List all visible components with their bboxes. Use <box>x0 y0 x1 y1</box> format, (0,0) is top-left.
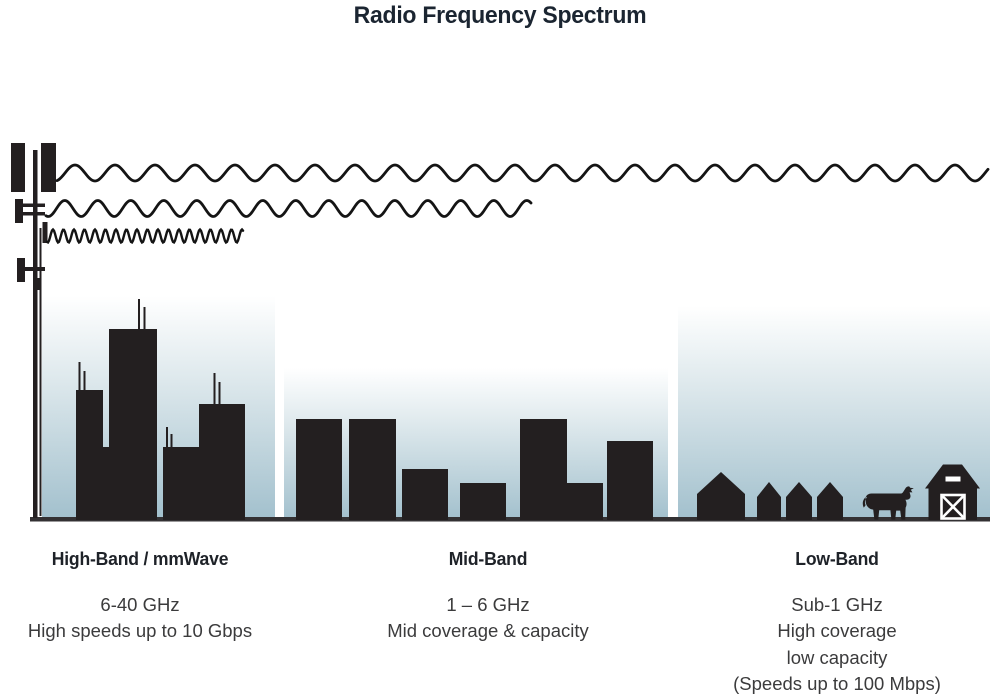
low-band-description: High coverage <box>777 620 897 642</box>
high-band-heading: High-Band / mmWave <box>51 548 229 569</box>
mid-band-frequency: 1 – 6 GHz <box>446 594 530 615</box>
mid-band-label: Mid-Band 1 – 6 GHz Mid coverage & capaci… <box>358 549 618 645</box>
mid-band-buildings <box>296 419 653 520</box>
house-icon <box>817 482 843 520</box>
house-icon <box>697 472 745 520</box>
low-band-heading: Low-Band <box>795 548 879 569</box>
low-band-speed: (Speeds up to 100 Mbps) <box>733 673 941 695</box>
low-band-wave <box>55 163 990 183</box>
page-title: Radio Frequency Spectrum <box>353 2 647 29</box>
high-band-skyline <box>76 299 245 520</box>
house-icon <box>786 482 812 520</box>
high-band-wave <box>45 227 245 245</box>
low-band-label: Low-Band Sub-1 GHz High coverage low cap… <box>707 549 967 698</box>
high-band-description: High speeds up to 10 Gbps <box>27 620 253 642</box>
low-band-farm <box>697 464 980 520</box>
low-band-description: low capacity <box>786 646 888 668</box>
high-band-frequency: 6-40 GHz <box>100 594 180 615</box>
mid-band-heading: Mid-Band <box>448 548 528 569</box>
low-band-frequency: Sub-1 GHz <box>791 594 883 615</box>
high-band-label: High-Band / mmWave 6-40 GHz High speeds … <box>10 549 270 645</box>
barn-icon <box>925 464 980 520</box>
mid-band-wave <box>44 199 533 218</box>
house-icon <box>757 482 781 520</box>
cell-tower-icon <box>11 143 56 518</box>
ground-line <box>30 517 990 522</box>
rooftop-antennas <box>78 299 221 448</box>
waves-group <box>44 163 990 245</box>
mid-band-description: Mid coverage & capacity <box>387 620 589 642</box>
cow-icon <box>862 486 914 520</box>
